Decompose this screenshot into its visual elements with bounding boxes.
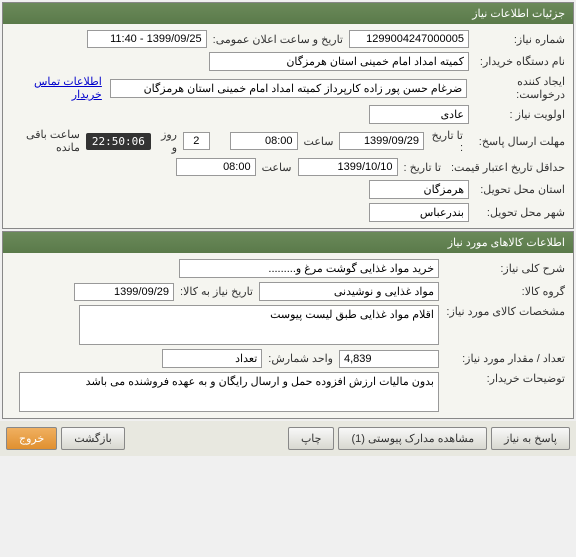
qty-field: 4,839 (339, 350, 439, 368)
panel1-body: شماره نیاز: 1299004247000005 تاریخ و ساع… (3, 24, 573, 228)
buyer-org-field: کمیته امداد امام خمینی استان هرمزگان (209, 52, 469, 71)
need-date-field: 1399/09/29 (74, 283, 174, 301)
category-field: مواد غذایی و نوشیدنی (259, 282, 439, 301)
spec-field: اقلام مواد غذایی طبق لیست پیوست (79, 305, 439, 345)
goods-info-panel: اطلاعات کالاهای مورد نیاز شرح کلی نیاز: … (2, 231, 574, 419)
credit-date-field: 1399/10/10 (298, 158, 398, 176)
buyer-org-label: نام دستگاه خریدار: (469, 55, 569, 68)
qty-label: تعداد / مقدار مورد نیاز: (439, 352, 569, 365)
countdown-timer: 22:50:06 (86, 133, 151, 150)
attachments-button[interactable]: مشاهده مدارک پیوستی (1) (338, 427, 487, 450)
print-button[interactable]: چاپ (288, 427, 335, 450)
credit-time-label: ساعت (256, 161, 298, 174)
footer-toolbar: پاسخ به نیاز مشاهده مدارک پیوستی (1) چاپ… (0, 421, 576, 456)
need-date-label: تاریخ نیاز به کالا: (174, 285, 259, 298)
need-details-panel: جزئیات اطلاعات نیاز شماره نیاز: 12990042… (2, 2, 574, 229)
to-date-label: تا تاریخ : (424, 129, 469, 154)
panel2-body: شرح کلی نیاز: خرید مواد غذایی گوشت مرغ و… (3, 253, 573, 418)
announce-date-field: 1399/09/25 - 11:40 (87, 30, 207, 48)
province-field: هرمزگان (369, 180, 469, 199)
spec-label: مشخصات کالای مورد نیاز: (439, 305, 569, 318)
buyer-contact-link[interactable]: اطلاعات تماس خریدار (7, 75, 102, 101)
reply-button[interactable]: پاسخ به نیاز (491, 427, 570, 450)
priority-label: اولویت نیاز : (469, 108, 569, 121)
province-label: استان محل تحویل: (469, 183, 569, 196)
remaining-label: ساعت باقی مانده (7, 128, 86, 154)
panel1-title: جزئیات اطلاعات نیاز (3, 3, 573, 24)
exit-button[interactable]: خروج (6, 427, 57, 450)
need-number-label: شماره نیاز: (469, 33, 569, 46)
summary-field: خرید مواد غذایی گوشت مرغ و......... (179, 259, 439, 278)
notes-label: توضیحات خریدار: (439, 372, 569, 385)
summary-label: شرح کلی نیاز: (439, 262, 569, 275)
deadline-time-field: 08:00 (230, 132, 298, 150)
deadline-time-label: ساعت (298, 135, 340, 148)
credit-to-label: تا تاریخ : (398, 161, 447, 174)
city-field: بندرعباس (369, 203, 469, 222)
requester-label: ایجاد کننده درخواست: (467, 75, 569, 101)
city-label: شهر محل تحویل: (469, 206, 569, 219)
notes-field: بدون مالیات ارزش افزوده حمل و ارسال رایگ… (19, 372, 439, 412)
category-label: گروه کالا: (439, 285, 569, 298)
need-number-field: 1299004247000005 (349, 30, 469, 48)
deadline-date-field: 1399/09/29 (339, 132, 424, 150)
unit-field: تعداد (162, 349, 262, 368)
priority-field: عادی (369, 105, 469, 124)
unit-label: واحد شمارش: (262, 352, 339, 365)
credit-time-field: 08:00 (176, 158, 256, 176)
requester-field: ضرغام حسن پور زاده کارپرداز کمیته امداد … (110, 79, 467, 98)
back-button[interactable]: بازگشت (61, 427, 125, 450)
min-credit-label: حداقل تاریخ اعتبار قیمت: (447, 161, 569, 174)
days-label: روز و (151, 128, 183, 154)
panel2-title: اطلاعات کالاهای مورد نیاز (3, 232, 573, 253)
announce-date-label: تاریخ و ساعت اعلان عمومی: (207, 33, 349, 46)
deadline-label: مهلت ارسال پاسخ: (469, 135, 569, 148)
days-remaining-field: 2 (183, 132, 210, 150)
